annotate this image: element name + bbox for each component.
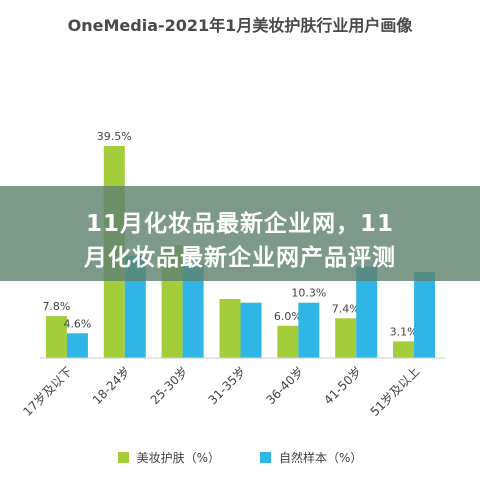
- x-tick-label-6: 51岁及以上: [367, 364, 422, 419]
- data-label-series-1-0: 7.8%: [42, 300, 70, 313]
- chart-title: OneMedia-2021年1月美妆护肤行业用户画像: [67, 16, 413, 35]
- x-tick-label-3: 31-35岁: [205, 364, 249, 408]
- x-tick-label-1: 18-24岁: [89, 364, 133, 408]
- data-label-series-1-4: 6.0%: [274, 310, 302, 323]
- x-tick-label-4: 36-40岁: [263, 364, 307, 408]
- bar-series-2-0: [66, 333, 88, 358]
- bar-series-2-2: [182, 264, 204, 358]
- bar-series-1-5: [335, 318, 357, 358]
- data-label-series-1-5: 7.4%: [332, 302, 360, 315]
- bar-series-2-4: [298, 302, 320, 358]
- data-label-series-2-0: 4.6%: [63, 317, 91, 330]
- x-tick-label-2: 25-30岁: [147, 364, 191, 408]
- bar-series-2-1: [124, 256, 146, 358]
- legend-swatch-series-2: [260, 452, 271, 463]
- bar-series-2-5: [356, 266, 378, 358]
- banner-line-2: 月化妆品最新企业网产品评测: [84, 245, 396, 271]
- chart-legend: 美妆护肤（%） 自然样本（%）: [0, 449, 480, 466]
- legend-item-series-2: 自然样本（%）: [260, 449, 362, 466]
- bar-series-1-3: [219, 298, 241, 358]
- x-tick-label-0: 17岁及以下: [20, 364, 75, 419]
- bar-series-1-4: [277, 325, 299, 358]
- legend-label-series-2: 自然样本（%）: [279, 451, 363, 465]
- bar-series-1-0: [45, 316, 67, 358]
- data-label-series-1-1: 39.5%: [97, 130, 132, 143]
- banner-line-1: 11月化妆品最新企业网，11: [85, 211, 394, 237]
- bar-series-1-6: [393, 341, 415, 358]
- bar-series-2-3: [240, 302, 262, 358]
- legend-swatch-series-1: [117, 452, 129, 463]
- bar-series-2-6: [414, 272, 436, 358]
- legend-item-series-1: 美妆护肤（%）: [117, 449, 220, 466]
- x-tick-label-5: 41-50岁: [321, 364, 365, 408]
- data-label-series-2-4: 10.3%: [291, 287, 326, 300]
- legend-label-series-1: 美妆护肤（%）: [136, 451, 220, 465]
- overlay-banner: 11月化妆品最新企业网，11 月化妆品最新企业网产品评测: [0, 186, 480, 281]
- data-label-series-1-6: 3.1%: [390, 325, 418, 338]
